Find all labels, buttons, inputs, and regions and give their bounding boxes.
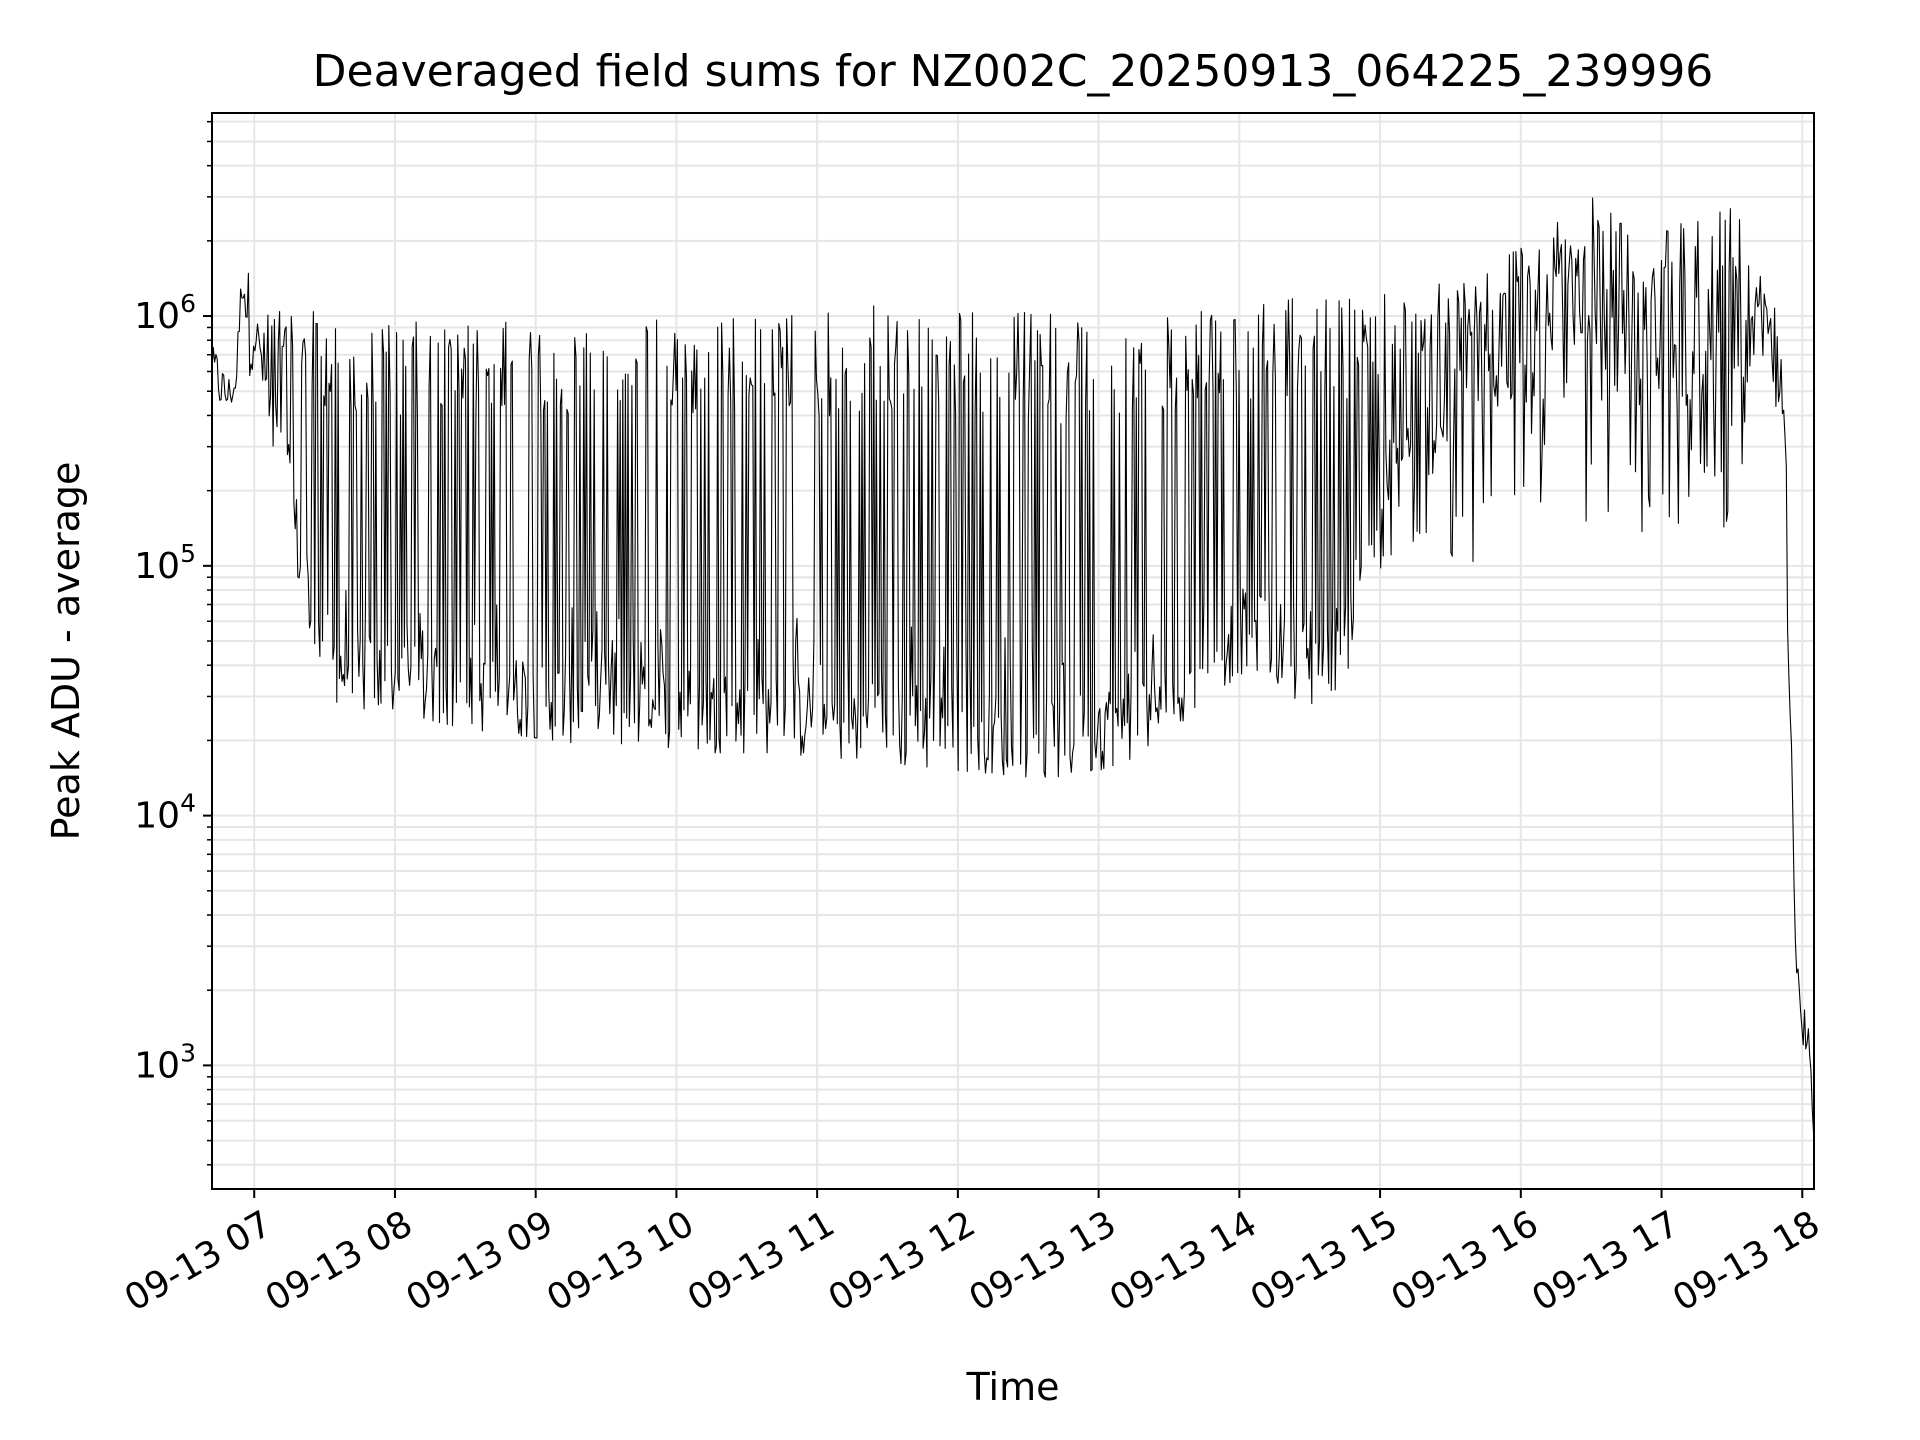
- plot-frame: [211, 112, 1815, 1190]
- y-axis-label: Peak ADU - average: [44, 462, 88, 841]
- series-line: [211, 197, 1815, 1134]
- y-tick-label: 103: [134, 1038, 196, 1086]
- data-layer: [211, 197, 1815, 1134]
- x-axis-label: Time: [966, 1365, 1060, 1409]
- chart-title: Deaveraged field sums for NZ002C_2025091…: [313, 46, 1714, 97]
